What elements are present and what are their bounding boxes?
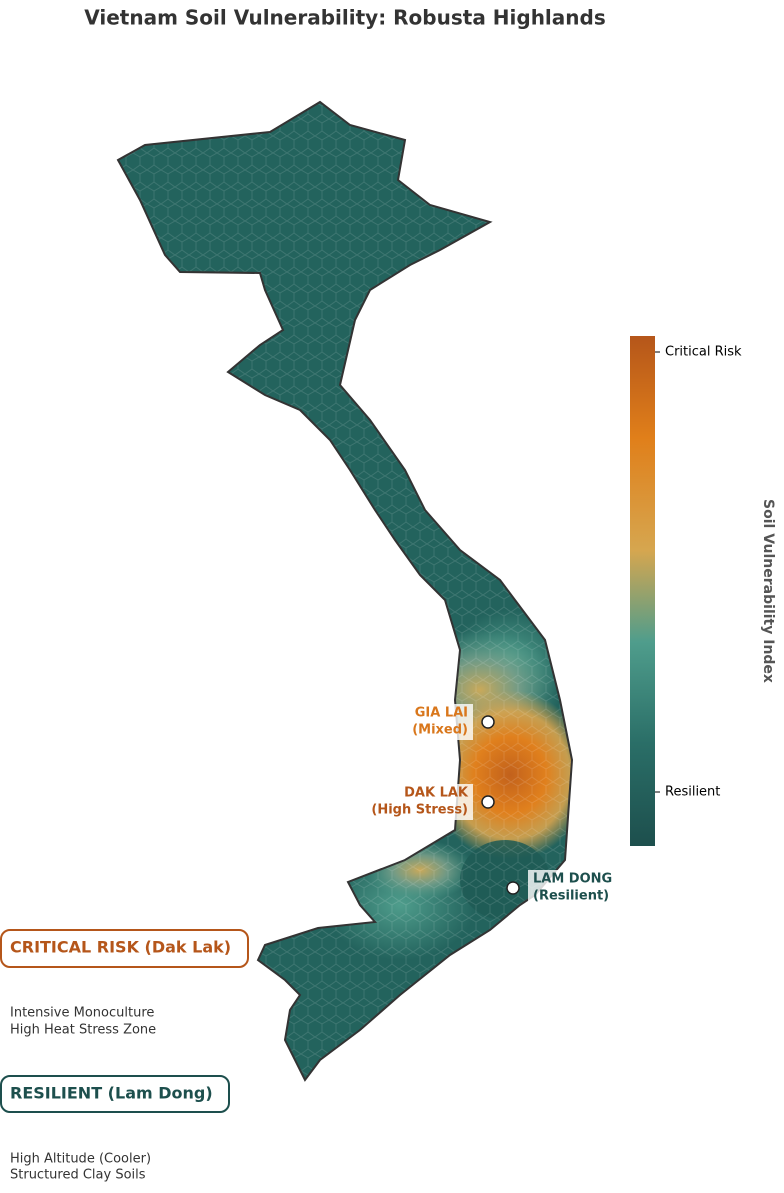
site-marker (506, 881, 520, 895)
site-name: GIA LAI (415, 706, 468, 721)
site-marker (481, 795, 495, 809)
colorbar: Critical Risk Resilient Soil Vulnerabili… (630, 336, 776, 846)
callout-line: High Heat Stress Zone (10, 1023, 156, 1038)
callout-line: Structured Clay Soils (10, 1168, 146, 1183)
callout-critical: CRITICAL RISK (Dak Lak) Intensive Monocu… (0, 929, 249, 1038)
callout-line: High Altitude (Cooler) (10, 1152, 151, 1167)
site-note: (Mixed) (412, 723, 468, 738)
callout-heading: CRITICAL RISK (Dak Lak) (10, 938, 231, 957)
site-markers: GIA LAI (Mixed) DAK LAK (High Stress) LA… (362, 704, 620, 906)
title: Vietnam Soil Vulnerability: Robusta High… (84, 6, 606, 30)
site-name: LAM DONG (533, 872, 612, 887)
callout-resilient: RESILIENT (Lam Dong) High Altitude (Cool… (0, 1075, 230, 1183)
colorbar-tick-label: Critical Risk (665, 345, 742, 360)
colorbar-tick-label: Resilient (665, 785, 720, 800)
colorbar-gradient (630, 336, 655, 846)
colorbar-label: Soil Vulnerability Index (760, 499, 776, 683)
site-name: DAK LAK (404, 786, 469, 801)
site-marker (481, 715, 495, 729)
site-note: (Resilient) (533, 889, 609, 904)
callout-line: Intensive Monoculture (10, 1006, 154, 1021)
callout-heading: RESILIENT (Lam Dong) (10, 1084, 213, 1103)
site-note: (High Stress) (371, 803, 468, 818)
